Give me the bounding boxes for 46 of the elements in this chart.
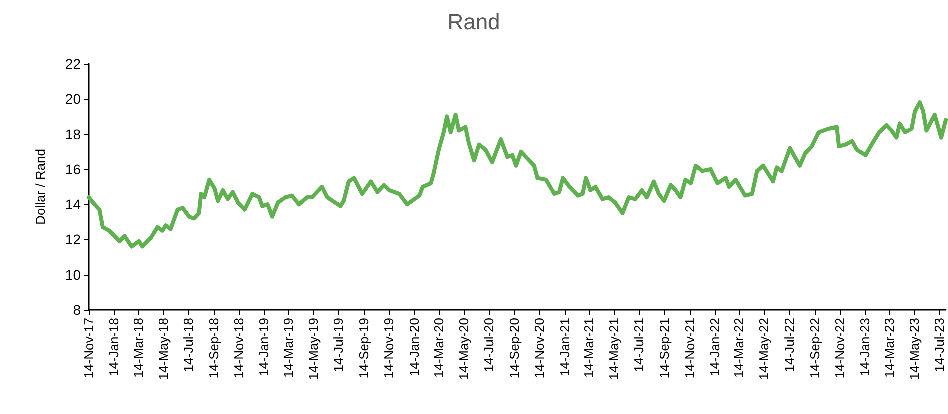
y-tick-label: 8 — [73, 302, 82, 318]
x-tick-label: 14-May-20 — [456, 318, 472, 380]
x-tick-label: 14-Jan-20 — [406, 318, 422, 377]
x-tick-label: 14-Nov-22 — [832, 318, 848, 379]
x-tick-label: 14-May-23 — [906, 318, 922, 380]
x-tick-label: 14-Nov-19 — [382, 318, 397, 379]
x-tick-label: 14-May-18 — [156, 318, 171, 380]
x-tick-label: 14-Nov-20 — [532, 318, 548, 379]
x-tick-label: 14-May-22 — [756, 318, 772, 380]
line-series — [87, 100, 948, 249]
y-tick-label: 14 — [65, 196, 82, 213]
x-tick-label: 14-Mar-23 — [882, 318, 897, 378]
x-tick-label: 14-Jan-18 — [106, 318, 122, 377]
x-tick-label: 14-Nov-18 — [232, 318, 247, 379]
x-tick-label: 14-Jan-19 — [256, 318, 272, 377]
x-tick-label: 14-Jan-22 — [707, 318, 722, 377]
x-tick-label: 14-Jul-23 — [932, 318, 947, 372]
y-tick-label: 12 — [65, 232, 82, 248]
x-tick-label: 14-Jul-18 — [181, 318, 196, 372]
x-tick-label: 14-Jan-23 — [857, 318, 872, 377]
x-tick-label: 14-Mar-22 — [732, 318, 747, 378]
x-tick-label: 14-Jul-19 — [331, 318, 346, 372]
y-tick-label: 16 — [65, 161, 82, 178]
x-tick-label: 14-Mar-21 — [582, 318, 597, 378]
x-tick-label: 14-Sep-18 — [206, 318, 222, 379]
y-tick-label: 20 — [65, 91, 82, 108]
x-tick-label: 14-Jul-20 — [482, 318, 497, 372]
x-tick-label: 14-Nov-17 — [82, 318, 96, 379]
chart-title: Rand — [448, 10, 500, 34]
x-tick-label: 14-Mar-18 — [130, 318, 146, 378]
x-tick-label: 14-Sep-21 — [657, 318, 672, 379]
y-tick-label: 18 — [65, 126, 82, 142]
x-tick-label: 14-Sep-22 — [807, 318, 822, 379]
y-tick-label: 22 — [65, 56, 82, 72]
x-tick-label: 14-May-21 — [606, 318, 622, 380]
x-tick-label: 14-Jul-21 — [632, 318, 647, 372]
x-tick-label: 14-Jul-22 — [782, 318, 797, 372]
y-axis-title: Dollar / Rand — [33, 149, 48, 225]
x-tick-label: 14-Nov-21 — [682, 318, 698, 379]
x-tick-label: 14-Sep-19 — [356, 318, 372, 379]
x-tick-label: 14-Mar-20 — [431, 318, 446, 378]
x-tick-label: 14-May-19 — [306, 318, 322, 380]
x-tick-label: 14-Sep-20 — [507, 318, 522, 379]
x-tick-label: 14-Jan-21 — [557, 318, 572, 377]
x-tick-label: 14-Mar-19 — [280, 318, 296, 378]
y-tick-label: 10 — [65, 266, 82, 283]
